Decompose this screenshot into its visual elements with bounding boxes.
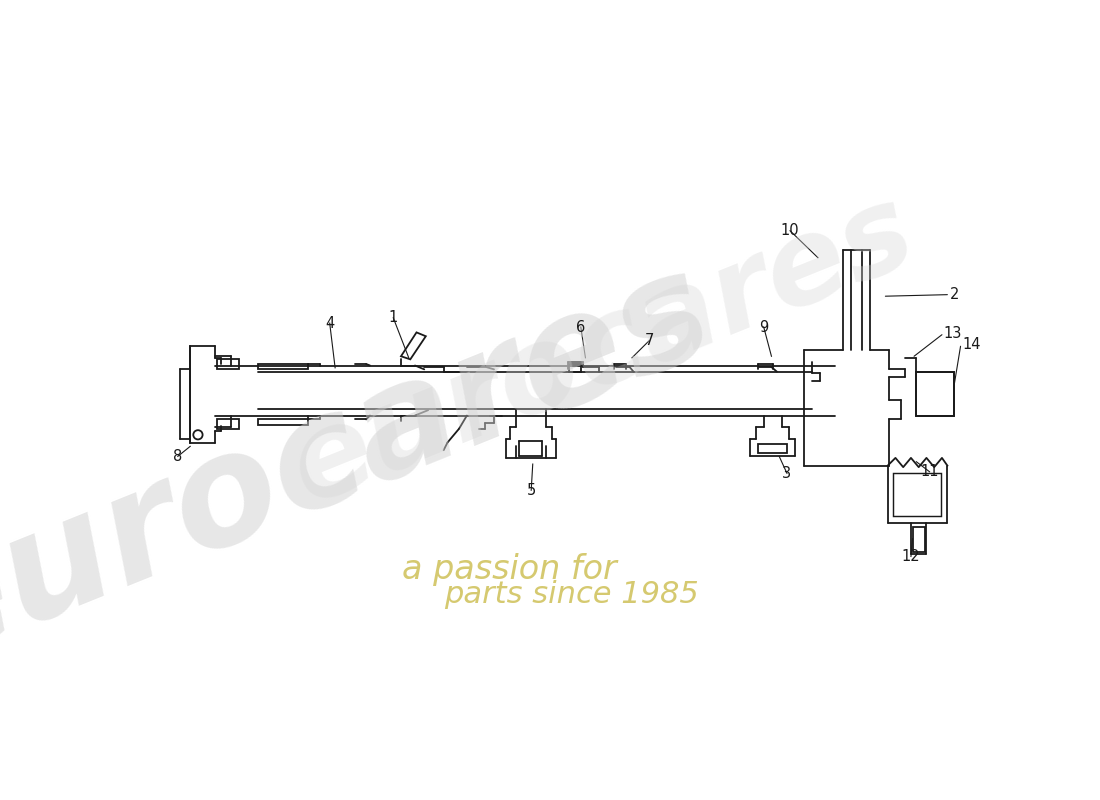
Text: 8: 8 [173, 449, 183, 464]
Text: 3: 3 [782, 466, 792, 481]
Text: eurocares: eurocares [274, 173, 931, 527]
Bar [218, 419, 239, 429]
Text: 2: 2 [949, 287, 959, 302]
Text: eurocares: eurocares [0, 236, 733, 695]
Bar [257, 364, 308, 370]
Text: a passion for: a passion for [403, 553, 617, 586]
Bar [569, 364, 581, 372]
Bar [916, 372, 954, 416]
Text: 6: 6 [576, 319, 585, 334]
Text: parts since 1985: parts since 1985 [444, 581, 698, 610]
Text: 9: 9 [759, 319, 768, 334]
Text: 7: 7 [645, 334, 653, 348]
Text: 4: 4 [326, 316, 334, 330]
Text: 13: 13 [944, 326, 961, 341]
Bar [893, 474, 942, 516]
Text: 10: 10 [781, 223, 800, 238]
Bar [758, 444, 786, 454]
Bar [218, 359, 239, 369]
Text: 5: 5 [527, 482, 536, 498]
Text: 14: 14 [962, 338, 980, 352]
Bar [913, 527, 925, 552]
Text: 11: 11 [921, 464, 938, 479]
Polygon shape [402, 332, 426, 359]
Text: 12: 12 [902, 549, 921, 564]
Bar [257, 419, 308, 425]
Text: 1: 1 [388, 310, 398, 326]
